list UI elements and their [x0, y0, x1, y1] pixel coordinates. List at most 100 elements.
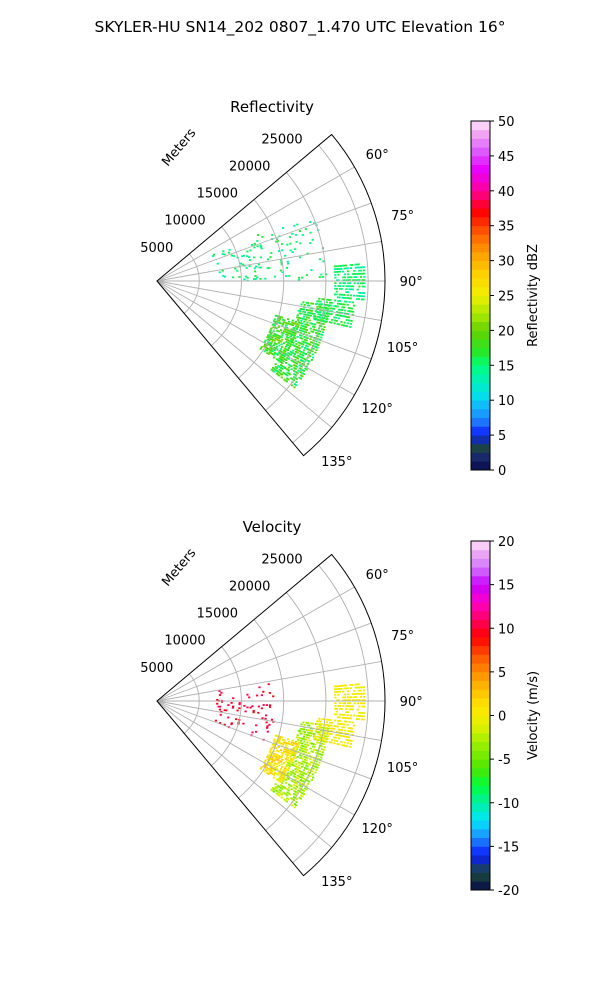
echo-cell	[298, 376, 301, 379]
echo-cell	[285, 331, 289, 334]
echo-cell	[282, 777, 285, 779]
echo-cell	[362, 266, 365, 269]
colorbar-band	[471, 417, 490, 427]
echo-cell	[295, 791, 299, 794]
echo-cell	[280, 756, 283, 758]
echo-cell	[351, 313, 354, 316]
echo-cell	[312, 759, 315, 762]
echo-cell	[294, 322, 297, 325]
echo-cell	[283, 366, 286, 369]
echo-cell	[303, 304, 306, 306]
echo-cell	[295, 234, 298, 236]
echo-cell	[280, 353, 283, 356]
echo-cell	[291, 378, 294, 381]
echo-cell	[294, 340, 297, 343]
echo-cell	[284, 773, 287, 775]
echo-cell	[266, 769, 269, 772]
echo-cell	[223, 709, 226, 712]
echo-cell	[330, 741, 333, 744]
echo-cell	[308, 734, 311, 737]
echo-cell	[273, 788, 276, 790]
echo-cell	[289, 750, 292, 753]
echo-cell	[291, 331, 294, 333]
echo-cell	[310, 302, 313, 305]
echo-cell	[294, 348, 297, 350]
echo-cell	[291, 763, 294, 766]
echo-cell	[298, 775, 301, 778]
reflectivity-echo-cells	[212, 221, 366, 389]
echo-cell	[253, 278, 256, 280]
colorbar-band	[471, 689, 490, 699]
echo-cell	[297, 349, 300, 352]
echo-cell	[343, 321, 346, 324]
echo-cell	[361, 279, 364, 281]
echo-cell	[290, 760, 293, 763]
echo-cell	[315, 349, 318, 351]
echo-cell	[287, 738, 290, 741]
echo-cell	[310, 310, 313, 312]
echo-cell	[341, 716, 344, 719]
echo-cell	[270, 252, 273, 254]
echo-cell	[253, 256, 256, 259]
echo-cell	[299, 747, 302, 749]
range-tick-label: 20000	[229, 159, 270, 174]
echo-cell	[341, 726, 344, 729]
echo-cell	[345, 708, 348, 710]
colorbar-band	[471, 173, 490, 183]
echo-cell	[299, 779, 302, 781]
echo-cell	[290, 797, 293, 800]
echo-cell	[220, 700, 224, 703]
echo-cell	[294, 371, 297, 373]
echo-cell	[301, 322, 304, 325]
echo-cell	[306, 316, 309, 319]
echo-cell	[235, 718, 238, 721]
echo-cell	[318, 761, 321, 764]
echo-cell	[321, 322, 324, 325]
echo-cell	[300, 317, 303, 320]
echo-cell	[358, 692, 361, 695]
echo-cell	[308, 312, 311, 314]
reflectivity-colorbar-label: Reflectivity dBZ	[526, 244, 541, 347]
echo-cell	[295, 804, 298, 807]
echo-cell	[308, 769, 311, 771]
echo-cell	[363, 692, 366, 695]
echo-cell	[340, 288, 343, 290]
echo-cell	[286, 374, 289, 377]
echo-cell	[301, 308, 304, 310]
colorbar-band	[471, 304, 490, 314]
azimuth-tick-label: 60°	[366, 148, 389, 163]
echo-cell	[281, 782, 284, 784]
echo-cell	[274, 320, 277, 323]
echo-cell	[357, 718, 360, 720]
echo-cell	[275, 338, 278, 341]
echo-cell	[294, 779, 297, 781]
echo-cell	[363, 699, 366, 701]
echo-cell	[279, 369, 282, 372]
echo-cell	[322, 739, 325, 742]
echo-cell	[277, 330, 280, 333]
echo-cell	[255, 265, 258, 268]
echo-cell	[311, 732, 314, 735]
echo-cell	[259, 278, 262, 280]
echo-cell	[361, 702, 364, 705]
echo-cell	[335, 725, 338, 728]
echo-cell	[307, 324, 310, 327]
echo-cell	[328, 724, 331, 727]
colorbar-band	[471, 208, 490, 218]
echo-cell	[275, 763, 278, 765]
echo-cell	[290, 758, 293, 760]
echo-cell	[346, 742, 349, 745]
echo-cell	[272, 746, 275, 749]
echo-cell	[344, 282, 347, 285]
echo-cell	[321, 306, 324, 309]
echo-cell	[310, 761, 313, 764]
echo-cell	[357, 298, 360, 300]
echo-cell	[309, 322, 312, 325]
echo-cell	[361, 699, 364, 701]
echo-cell	[347, 693, 350, 696]
echo-cell	[347, 705, 350, 708]
echo-cell	[346, 687, 349, 690]
echo-cell	[285, 322, 288, 325]
colorbar-band	[471, 863, 490, 873]
echo-cell	[330, 313, 333, 315]
